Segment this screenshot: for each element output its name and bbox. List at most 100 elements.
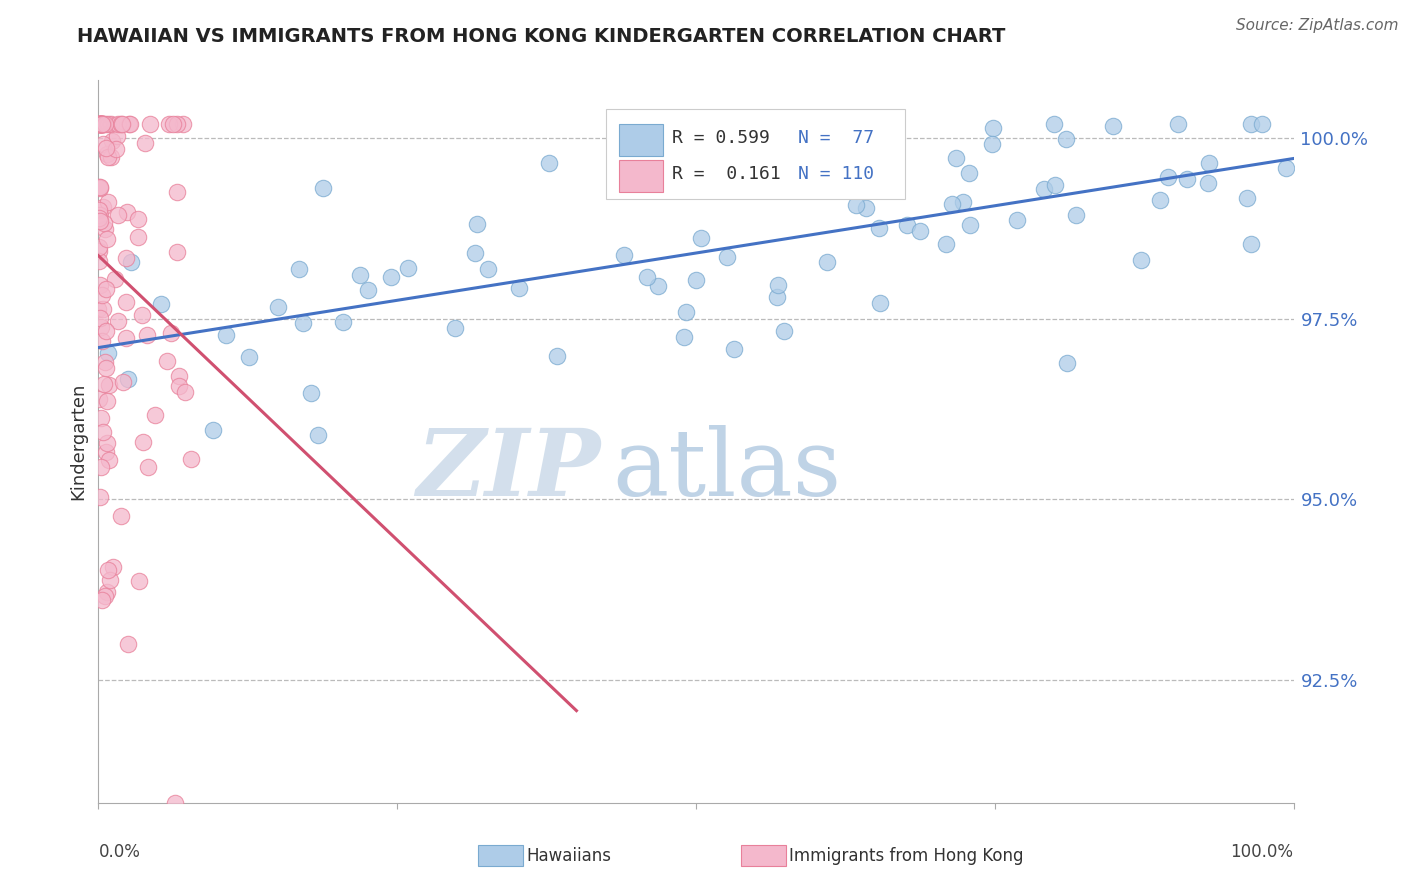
- Text: Source: ZipAtlas.com: Source: ZipAtlas.com: [1236, 18, 1399, 33]
- Y-axis label: Kindergarten: Kindergarten: [69, 383, 87, 500]
- Point: [143, 408, 166, 422]
- Point: [91, 117, 114, 131]
- Point: [167, 368, 190, 383]
- FancyBboxPatch shape: [741, 845, 786, 865]
- Point: [114, 330, 136, 344]
- Point: [115, 251, 138, 265]
- Point: [105, 128, 128, 143]
- Point: [97, 563, 120, 577]
- Point: [91, 288, 114, 302]
- Point: [103, 560, 125, 574]
- Point: [110, 508, 132, 523]
- Point: [983, 120, 1005, 135]
- Point: [1198, 156, 1220, 170]
- Point: [97, 117, 120, 131]
- Point: [908, 224, 931, 238]
- Text: ZIP: ZIP: [416, 425, 600, 516]
- Point: [647, 279, 669, 293]
- Point: [87, 117, 110, 131]
- Point: [96, 141, 118, 155]
- Point: [98, 453, 121, 467]
- Point: [174, 384, 197, 399]
- Point: [1167, 117, 1189, 131]
- Point: [90, 117, 112, 131]
- Point: [288, 261, 311, 276]
- Point: [89, 117, 111, 131]
- Point: [1275, 161, 1298, 175]
- Point: [96, 435, 118, 450]
- Point: [89, 117, 111, 131]
- Point: [307, 428, 329, 442]
- Point: [396, 261, 419, 276]
- Point: [957, 166, 980, 180]
- Point: [202, 423, 225, 437]
- Point: [94, 445, 117, 459]
- Point: [87, 240, 110, 254]
- Point: [91, 117, 114, 131]
- Point: [716, 250, 738, 264]
- Point: [1240, 236, 1263, 251]
- Point: [100, 117, 122, 131]
- Point: [149, 297, 172, 311]
- Point: [87, 301, 110, 316]
- Point: [90, 320, 112, 334]
- Point: [94, 117, 117, 131]
- Point: [134, 136, 156, 151]
- Point: [117, 372, 139, 386]
- Point: [89, 490, 111, 504]
- Point: [1056, 356, 1078, 370]
- Point: [349, 268, 371, 282]
- Point: [91, 117, 114, 131]
- Point: [94, 282, 117, 296]
- Point: [1250, 117, 1272, 131]
- Point: [157, 117, 180, 131]
- Text: atlas: atlas: [613, 425, 842, 516]
- Point: [1157, 170, 1180, 185]
- Point: [90, 117, 112, 131]
- Point: [1175, 172, 1198, 186]
- Point: [815, 254, 838, 268]
- Point: [645, 169, 668, 184]
- Point: [159, 326, 181, 340]
- Point: [100, 150, 122, 164]
- Text: N = 110: N = 110: [797, 165, 873, 183]
- Point: [107, 314, 129, 328]
- Point: [112, 376, 135, 390]
- Point: [96, 584, 118, 599]
- Point: [98, 573, 121, 587]
- Point: [465, 217, 488, 231]
- Point: [90, 410, 112, 425]
- Point: [380, 270, 402, 285]
- Point: [267, 300, 290, 314]
- Point: [91, 117, 114, 131]
- Point: [117, 637, 139, 651]
- Point: [312, 181, 335, 195]
- Point: [1197, 176, 1219, 190]
- Point: [332, 315, 354, 329]
- Point: [136, 460, 159, 475]
- Point: [89, 278, 111, 293]
- Point: [94, 324, 117, 338]
- Point: [94, 355, 117, 369]
- Point: [96, 146, 118, 161]
- Point: [799, 154, 821, 169]
- Point: [90, 117, 112, 131]
- Point: [93, 215, 115, 229]
- Point: [172, 117, 194, 131]
- Point: [97, 194, 120, 209]
- Point: [132, 434, 155, 449]
- Point: [117, 205, 139, 219]
- Point: [90, 460, 112, 475]
- Point: [952, 194, 974, 209]
- FancyBboxPatch shape: [478, 845, 523, 865]
- Point: [945, 151, 967, 165]
- Point: [120, 254, 142, 268]
- Point: [87, 211, 110, 226]
- Point: [872, 183, 894, 197]
- Point: [98, 377, 121, 392]
- Point: [869, 296, 891, 310]
- Point: [118, 117, 141, 131]
- Point: [941, 197, 963, 211]
- Point: [672, 330, 695, 344]
- Point: [127, 211, 149, 226]
